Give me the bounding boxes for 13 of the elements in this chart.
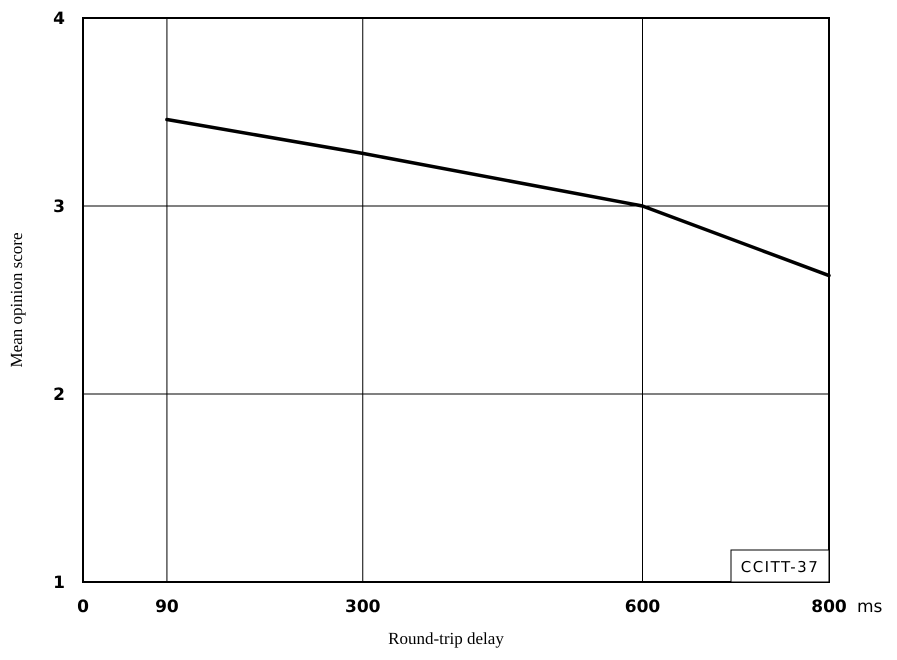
y-tick-label: 3 — [53, 197, 65, 217]
y-tick-label: 4 — [53, 9, 66, 29]
y-tick-label: 2 — [53, 385, 65, 405]
annotation: CCITT-37 — [740, 558, 820, 576]
x-tick-label: 90 — [155, 597, 179, 617]
x-tick-label: 600 — [624, 597, 660, 617]
y-axis-title: Mean opinion score — [7, 232, 26, 368]
x-tick-label: 0 — [77, 597, 90, 617]
x-axis-title: Round-trip delay — [388, 629, 504, 648]
x-tick-label: 300 — [345, 597, 381, 617]
x-tick-label: 800 — [811, 597, 847, 617]
text: ms — [857, 597, 883, 617]
y-tick-label: 1 — [53, 573, 65, 593]
